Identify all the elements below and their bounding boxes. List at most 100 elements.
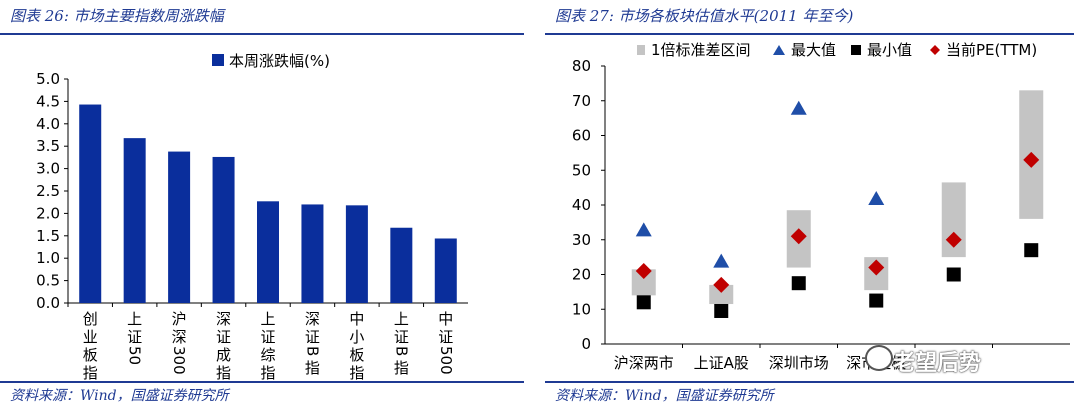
category-label-part: B (392, 346, 410, 356)
legend: 1倍标准差区间 最大值 最小值 当前PE(TTM) (637, 41, 1037, 59)
category-label-part: 指 (394, 359, 409, 377)
min-marker (714, 303, 729, 318)
legend-label: 最大值 (791, 41, 836, 59)
y-tick-label: 3.0 (36, 160, 60, 178)
y-tick-label: 60 (572, 127, 591, 145)
std-band (709, 284, 734, 305)
max-marker (635, 222, 652, 237)
watermark: 老望后势 (893, 351, 982, 376)
category-label-part: 板 (349, 346, 364, 364)
y-tick-label: 20 (572, 266, 591, 284)
category-label-part: 上 (394, 310, 409, 328)
max-marker (713, 253, 730, 268)
bar (257, 201, 279, 303)
bar (123, 138, 146, 303)
bar (212, 156, 235, 303)
category-label-part: 证 (127, 328, 142, 346)
category-label-part: 成 (216, 346, 231, 364)
current-pe-marker (1023, 151, 1040, 168)
max-marker (790, 100, 807, 115)
category-label-part: 沪 (172, 310, 187, 328)
left-source: 资料来源：Wind，国盛证券研究所 (10, 388, 229, 404)
legend-swatch-band (637, 45, 645, 55)
watermark-icon (865, 345, 893, 371)
category-label: 沪深两市 (614, 354, 674, 372)
bar (434, 238, 457, 303)
category-label-part: 指 (260, 364, 275, 382)
category-label-part: 指 (216, 364, 231, 382)
bar (79, 104, 102, 303)
left-figure-title: 图表 26: 市场主要指数周涨跌幅 (10, 7, 224, 25)
y-tick-label: 2.0 (36, 204, 60, 222)
category-label: 上证A股 (694, 354, 749, 372)
category-label-part: 深 (305, 310, 320, 328)
y-tick-label: 50 (572, 161, 591, 179)
category-label-part: 深 (172, 328, 187, 346)
left-bottom-rule (0, 381, 524, 383)
y-tick-label: 70 (572, 92, 591, 110)
y-tick-label: 4.0 (36, 115, 60, 133)
category-label-part: 证 (216, 328, 231, 346)
category-label-part: 证 (260, 328, 275, 346)
category-label-part: 中 (438, 310, 453, 328)
right-bottom-rule (545, 381, 1074, 383)
current-pe-marker (635, 263, 652, 280)
legend-marker-min (851, 45, 861, 55)
y-tick-label: 0.5 (36, 272, 60, 290)
category-label-part: 500 (437, 346, 455, 375)
current-pe-marker (945, 231, 962, 248)
y-tick-label: 5.0 (36, 70, 60, 88)
right-panel: 图表 27: 市场各板块估值水平(2011 年至今) 0 10 20 30 40 50 60… (545, 0, 1080, 407)
min-marker (869, 293, 884, 308)
category-label-part: 50 (126, 346, 144, 365)
max-marker (868, 191, 885, 206)
bar (390, 227, 413, 303)
legend-label: 最小值 (867, 41, 912, 59)
category-label-part: 创 (83, 310, 98, 328)
y-tick-label: 1.0 (36, 249, 60, 267)
category-label-part: 小 (349, 328, 364, 346)
bar (345, 205, 368, 303)
y-tick-label: 10 (572, 300, 591, 318)
y-tick-label: 3.5 (36, 137, 60, 155)
y-tick-label: 30 (572, 231, 591, 249)
left-top-rule (0, 33, 524, 35)
legend-label: 当前PE(TTM) (946, 41, 1037, 59)
valuation-chart: 0 10 20 30 40 50 60 70 80 1倍标准差区间 最大值 最小值 当前PE(TTM) 沪… (572, 41, 1070, 372)
category-label-part: 指 (305, 359, 320, 377)
category-label-part: 业 (83, 328, 98, 346)
min-marker (636, 295, 651, 310)
category-label-part: B (303, 346, 321, 356)
left-panel: 图表 26: 市场主要指数周涨跌幅 0.0 0.5 1.0 1.5 2.0 2.5 3.0 3… (0, 0, 530, 407)
category-label-part: 300 (170, 346, 188, 375)
bar-chart: 0.0 0.5 1.0 1.5 2.0 2.5 3.0 3.5 4.0 4.5 5.0 本周涨跌幅(%… (36, 52, 468, 382)
current-pe-marker (868, 259, 885, 276)
legend-marker-pe (930, 45, 940, 55)
current-pe-marker (713, 276, 730, 293)
category-label-part: 指 (349, 364, 364, 382)
y-tick-label: 80 (572, 57, 591, 75)
category-label-part: 综 (260, 346, 275, 364)
category-label-part: 证 (305, 328, 320, 346)
right-top-rule (545, 33, 1074, 35)
y-tick-label: 4.5 (36, 92, 60, 110)
category-label-part: 深 (216, 310, 231, 328)
legend: 本周涨跌幅(%) (212, 52, 330, 70)
legend-marker-max (773, 45, 785, 55)
y-tick-label: 40 (572, 196, 591, 214)
legend-swatch (212, 54, 224, 66)
bar (168, 151, 191, 303)
category-label-part: 证 (394, 328, 409, 346)
bar (301, 204, 324, 303)
right-source: 资料来源：Wind，国盛证券研究所 (555, 388, 774, 404)
y-tick-label: 0.0 (36, 294, 60, 312)
legend-label: 1倍标准差区间 (651, 41, 751, 59)
legend-label: 本周涨跌幅(%) (229, 52, 330, 70)
min-marker (1024, 243, 1039, 258)
category-label-part: 中 (349, 310, 364, 328)
category-label-part: 上 (260, 310, 275, 328)
y-tick-label: 0 (581, 335, 591, 353)
category-label-part: 指 (83, 364, 98, 382)
category-label: 深圳市场 (769, 354, 829, 372)
y-tick-label: 1.5 (36, 227, 60, 245)
